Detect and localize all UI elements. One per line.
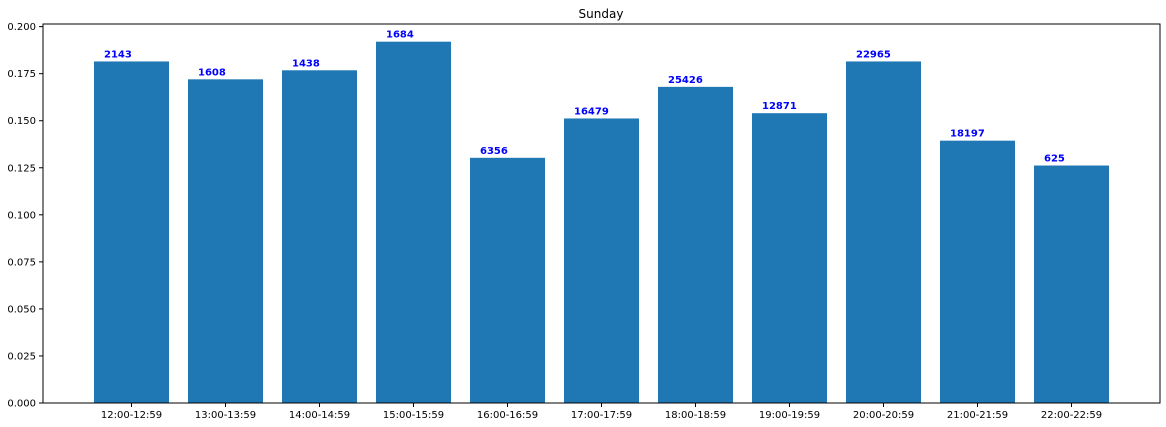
data-label-22:00-22:59: 625 bbox=[1044, 154, 1065, 165]
y-tick-label-0.200: 0.200 bbox=[7, 22, 36, 33]
bars-layer bbox=[94, 41, 1109, 404]
bar-18:00-18:59 bbox=[658, 86, 733, 403]
data-label-17:00-17:59: 16479 bbox=[574, 106, 609, 117]
bar-16:00-16:59 bbox=[470, 157, 545, 403]
data-label-14:00-14:59: 1438 bbox=[292, 58, 320, 69]
y-tick-label-0.025: 0.025 bbox=[7, 351, 36, 362]
x-tick-label-19:00-19:59: 19:00-19:59 bbox=[759, 410, 820, 421]
y-tick-label-0.050: 0.050 bbox=[7, 304, 36, 315]
y-tick-label-0.175: 0.175 bbox=[7, 69, 36, 80]
x-tick-label-22:00-22:59: 22:00-22:59 bbox=[1041, 410, 1102, 421]
data-label-16:00-16:59: 6356 bbox=[480, 146, 508, 157]
data-label-15:00-15:59: 1684 bbox=[386, 30, 414, 41]
bar-19:00-19:59 bbox=[752, 113, 827, 403]
bar-14:00-14:59 bbox=[282, 70, 357, 404]
x-tick-label-17:00-17:59: 17:00-17:59 bbox=[571, 410, 632, 421]
plot-frame bbox=[42, 23, 1161, 404]
x-tick-label-20:00-20:59: 20:00-20:59 bbox=[853, 410, 914, 421]
data-label-20:00-20:59: 22965 bbox=[856, 49, 891, 60]
bar-13:00-13:59 bbox=[188, 79, 263, 404]
x-tick-label-12:00-12:59: 12:00-12:59 bbox=[101, 410, 162, 421]
x-tick-label-15:00-15:59: 15:00-15:59 bbox=[383, 410, 444, 421]
bar-21:00-21:59 bbox=[940, 140, 1015, 404]
y-tick-label-0.075: 0.075 bbox=[7, 257, 36, 268]
data-label-12:00-12:59: 2143 bbox=[104, 49, 132, 60]
bar-15:00-15:59 bbox=[376, 41, 451, 403]
y-axis: 0.000 0.025 0.050 0.075 0.100 0.125 0.150 0.175… bbox=[7, 22, 43, 410]
x-tick-label-14:00-14:59: 14:00-14:59 bbox=[289, 410, 350, 421]
bar-20:00-20:59 bbox=[846, 61, 921, 403]
data-label-13:00-13:59: 1608 bbox=[198, 67, 226, 78]
y-tick-label-0.125: 0.125 bbox=[7, 163, 36, 174]
data-label-19:00-19:59: 12871 bbox=[762, 101, 797, 112]
x-tick-label-13:00-13:59: 13:00-13:59 bbox=[195, 410, 256, 421]
chart-title: Sunday bbox=[579, 7, 624, 21]
y-tick-label-0.100: 0.100 bbox=[7, 210, 36, 221]
x-tick-label-21:00-21:59: 21:00-21:59 bbox=[947, 410, 1008, 421]
data-labels-layer: 2143 1608 1438 1684 6356 16479 25426 12871 22965… bbox=[104, 30, 1065, 165]
bar-12:00-12:59 bbox=[94, 61, 169, 403]
bar-17:00-17:59 bbox=[564, 118, 639, 404]
y-tick-label-0.150: 0.150 bbox=[7, 116, 36, 127]
data-label-21:00-21:59: 18197 bbox=[950, 129, 985, 140]
y-tick-label-0.000: 0.000 bbox=[7, 399, 36, 410]
x-axis: 12:00-12:59 13:00-13:59 14:00-14:59 15:00-1… bbox=[101, 403, 1102, 421]
data-label-18:00-18:59: 25426 bbox=[668, 75, 703, 86]
x-tick-label-16:00-16:59: 16:00-16:59 bbox=[477, 410, 538, 421]
bar-22:00-22:59 bbox=[1034, 165, 1109, 403]
x-tick-label-18:00-18:59: 18:00-18:59 bbox=[665, 410, 726, 421]
